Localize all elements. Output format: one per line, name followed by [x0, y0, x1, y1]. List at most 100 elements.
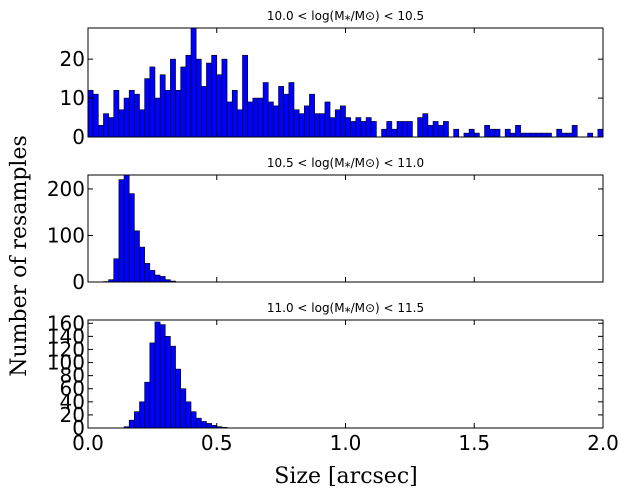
x-tick-label: 0.5	[201, 431, 233, 455]
histogram-bar	[109, 118, 114, 137]
histogram-bar	[227, 102, 232, 137]
y-tick-label: 0	[72, 270, 85, 294]
histogram-bar	[150, 343, 155, 428]
histogram-bar	[371, 121, 376, 137]
histogram-bar	[176, 90, 181, 137]
histogram-bar	[304, 106, 309, 137]
x-tick-label: 1.5	[458, 431, 490, 455]
x-tick-label: 1.0	[330, 431, 362, 455]
histogram-bar	[155, 322, 160, 428]
histogram-bar	[140, 247, 145, 282]
histogram-bar	[150, 270, 155, 282]
histogram-bar	[299, 114, 304, 137]
histogram-bar	[598, 129, 603, 137]
histogram-bar	[572, 125, 577, 137]
histogram-bar	[515, 125, 520, 137]
histogram-bar	[129, 420, 134, 428]
histogram-bar	[145, 263, 150, 282]
x-axis-label: Size [arcsec]	[274, 464, 417, 489]
histogram-bar	[546, 133, 551, 137]
histogram-bar	[474, 133, 479, 137]
histogram-bar	[387, 121, 392, 137]
histogram-bar	[273, 106, 278, 137]
histogram-bar	[464, 133, 469, 137]
histogram-bar	[253, 98, 258, 137]
x-tick-label: 2.0	[587, 431, 619, 455]
panel-1: 10.0 < log(M⁎/M⊙) < 10.5 0 10 20	[60, 9, 603, 149]
histogram-bar	[531, 133, 536, 137]
histogram-bar	[124, 175, 129, 282]
histogram-bar	[495, 129, 500, 137]
histogram-bar	[140, 110, 145, 137]
histogram-bar	[397, 121, 402, 137]
histogram-bar	[88, 90, 93, 137]
histogram-bar	[284, 94, 289, 137]
histogram-bar	[438, 125, 443, 137]
histogram-bar	[114, 90, 119, 137]
y-tick-label: 160	[47, 311, 85, 335]
histogram-bar	[145, 382, 150, 428]
y-tick-label: 20	[60, 47, 85, 71]
histogram-bar	[150, 67, 155, 137]
histogram-bar	[407, 121, 412, 137]
histogram-bar	[325, 102, 330, 137]
histogram-bar	[366, 118, 371, 137]
histogram-bar	[521, 133, 526, 137]
histogram-bar	[201, 86, 206, 137]
histogram-bar	[103, 114, 108, 137]
histogram-bar	[237, 110, 242, 137]
histogram-bar	[340, 106, 345, 137]
histogram-bar	[330, 118, 335, 137]
histogram-bar	[134, 94, 139, 137]
histogram-bar	[124, 98, 129, 137]
histogram-bar	[191, 28, 196, 137]
histogram-bar	[140, 402, 145, 428]
histogram-bar	[567, 133, 572, 137]
histogram-bar	[248, 102, 253, 137]
histogram-bar	[186, 402, 191, 428]
histogram-bar	[526, 133, 531, 137]
histogram-bar	[119, 110, 124, 137]
histogram-bar	[356, 118, 361, 137]
histogram-bar	[186, 55, 191, 137]
histogram-bar	[279, 86, 284, 137]
histogram-bar	[134, 231, 139, 282]
histogram-bar	[263, 83, 268, 138]
panel-3: 11.0 < log(M⁎/M⊙) < 11.50204060801001201…	[47, 301, 619, 455]
histogram-bar	[346, 118, 351, 137]
histogram-bar	[454, 129, 459, 137]
histogram-bar	[196, 59, 201, 137]
histogram-bar	[98, 125, 103, 137]
histogram-bar	[119, 180, 124, 282]
histogram-bar	[155, 275, 160, 282]
histogram-bar	[93, 94, 98, 137]
panel-title: 11.0 < log(M⁎/M⊙) < 11.5	[267, 301, 424, 315]
histogram-bar	[134, 412, 139, 428]
histogram-bar	[402, 121, 407, 137]
histogram-bar	[129, 194, 134, 282]
histogram-bar	[485, 125, 490, 137]
panel-title: 10.0 < log(M⁎/M⊙) < 10.5	[267, 9, 424, 23]
histogram-bar	[428, 125, 433, 137]
y-tick-label: 10	[60, 86, 85, 110]
histogram-bar	[217, 75, 222, 137]
panels-group: 10.0 < log(M⁎/M⊙) < 10.5 0 10 20 10.5 < log(…	[47, 9, 619, 455]
histogram-bar	[588, 133, 593, 137]
histogram-bar	[170, 59, 175, 137]
panel-title: 10.5 < log(M⁎/M⊙) < 11.0	[267, 156, 424, 170]
histogram-bar	[176, 369, 181, 428]
histogram-bar	[418, 118, 423, 137]
y-axis-label: Number of resamples	[7, 135, 32, 377]
histogram-bar	[160, 75, 165, 137]
histogram-bar	[258, 98, 263, 137]
histogram-bar	[490, 129, 495, 137]
histogram-bar	[536, 133, 541, 137]
histogram-bar	[212, 55, 217, 137]
histogram-bar	[170, 346, 175, 428]
histogram-bar	[206, 63, 211, 137]
histogram-bar	[315, 114, 320, 137]
histogram-bar	[165, 90, 170, 137]
histogram-bar	[114, 259, 119, 282]
histogram-bar	[268, 102, 273, 137]
